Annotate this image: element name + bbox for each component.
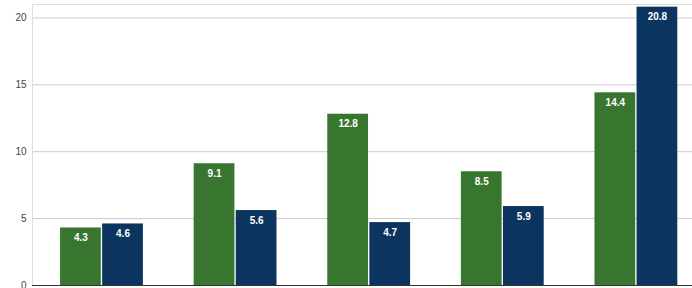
svg-text:15: 15 [15,79,27,90]
svg-text:4.3: 4.3 [74,232,88,243]
svg-text:14.4: 14.4 [606,97,626,108]
svg-text:20: 20 [15,12,27,23]
svg-text:8.5: 8.5 [475,176,489,187]
svg-text:4.6: 4.6 [116,228,130,239]
svg-text:5: 5 [21,213,27,224]
svg-text:12.8: 12.8 [338,118,358,129]
svg-text:5.9: 5.9 [517,211,531,222]
svg-text:4.7: 4.7 [383,227,397,238]
svg-text:5.6: 5.6 [250,215,264,226]
svg-text:10: 10 [15,146,27,157]
svg-text:20.8: 20.8 [648,11,668,22]
svg-text:9.1: 9.1 [208,168,222,179]
svg-text:0: 0 [21,280,27,288]
